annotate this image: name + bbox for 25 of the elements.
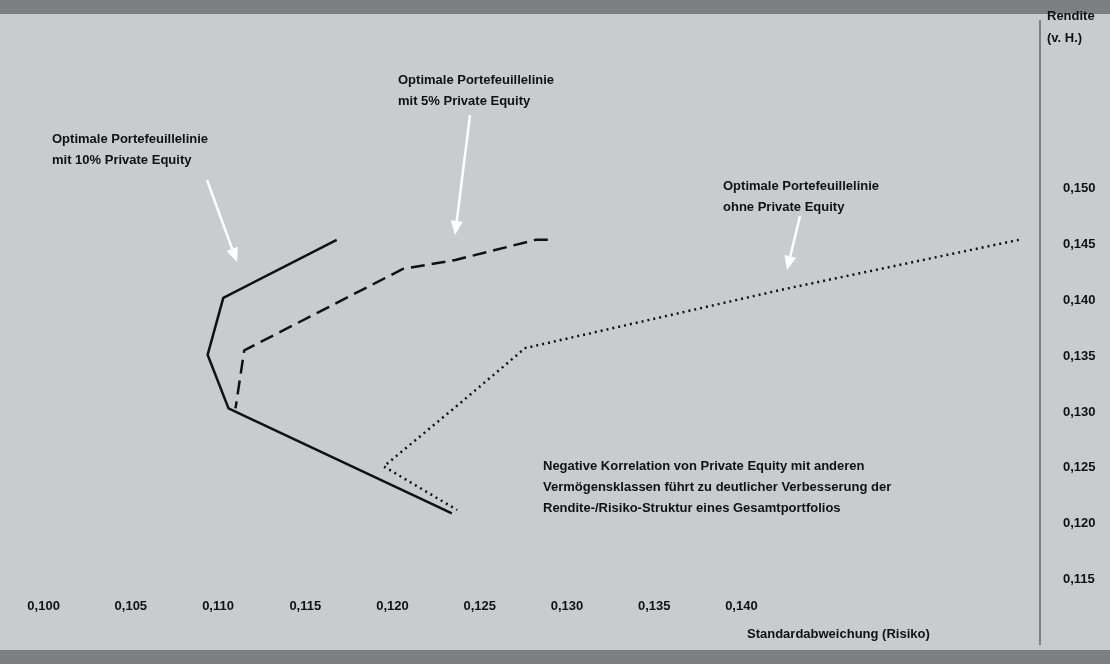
y-tick-label: 0,120 <box>1063 515 1096 531</box>
x-tick-label: 0,135 <box>637 598 671 613</box>
y-tick-label: 0,135 <box>1063 347 1096 363</box>
x-tick-label: 0,140 <box>725 598 758 613</box>
x-axis-title: Standardabweichung (Risiko) <box>747 626 930 641</box>
y-tick-label: 0,115 <box>1063 571 1095 587</box>
annotation: Optimale Portefeuillelinie mit 10% Private Equity <box>52 131 209 167</box>
y-tick-label: 0,130 <box>1063 403 1096 419</box>
x-tick-label: 0,115 <box>289 598 322 613</box>
line-series <box>206 238 454 515</box>
annotation: Optimale Portefeuillelinie mit 5% Private Equity <box>398 72 555 108</box>
x-tick-label: 0,100 <box>27 598 60 613</box>
y-tick-label: 0,150 <box>1063 180 1096 196</box>
x-tick-label: 0,110 <box>202 598 234 613</box>
x-tick-label: 0,130 <box>550 598 584 613</box>
line-series <box>234 238 550 410</box>
annotation: Optimale Portefeuillelinie ohne Private Equity <box>723 178 880 214</box>
x-tick-label: 0,120 <box>376 598 409 613</box>
y-tick-label: 0,125 <box>1063 459 1096 475</box>
y-tick-label: 0,140 <box>1063 292 1096 308</box>
y-tick-label: 0,145 <box>1063 236 1096 252</box>
x-tick-label: 0,105 <box>114 598 148 613</box>
y-axis-title: Rendite (v. H.) <box>1047 8 1095 45</box>
annotation: Negative Korrelation von Private Equity mit anderen Vermögensklassen führt zu deutlicher Verbesserung der Rendite-/Risiko-Struktur eines Gesamtportfolios <box>543 458 892 515</box>
x-tick-label: 0,125 <box>463 598 497 613</box>
